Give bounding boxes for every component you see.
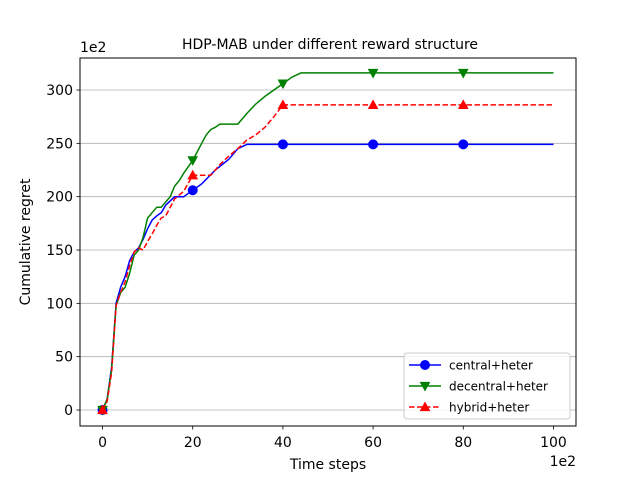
chart-title: HDP-MAB under different reward structure [182, 37, 478, 53]
legend-marker-central-heter [420, 360, 430, 370]
x-tick-label: 60 [364, 435, 382, 451]
y-tick-label: 150 [46, 243, 73, 259]
series-line-decentral-heter [101, 72, 554, 411]
y-tick-label: 0 [64, 403, 73, 419]
y-axis-label: Cumulative regret [18, 178, 34, 305]
series-marker-central-heter [187, 185, 198, 196]
series-marker-decentral-heter [277, 79, 289, 90]
series-line-central-heter [101, 143, 554, 411]
x-tick-label: 20 [184, 435, 202, 451]
series-marker-decentral-heter [457, 68, 469, 79]
x-tick-label: 40 [274, 435, 292, 451]
legend-box [403, 352, 571, 420]
series-marker-central-heter [277, 139, 288, 150]
x-tick-label: 0 [98, 435, 107, 451]
series-line-hybrid-heter [101, 104, 554, 411]
grid-lines [80, 89, 576, 411]
y-axis-multiplier: 1e2 [80, 40, 106, 56]
legend-marker-hybrid-heter [419, 401, 431, 412]
series-marker-hybrid-heter [367, 99, 379, 110]
x-axis-multiplier: 1e2 [550, 454, 576, 470]
legend-label-hybrid-heter: hybrid+heter [449, 401, 529, 415]
series-marker-hybrid-heter [97, 404, 108, 415]
y-tick-label: 200 [46, 190, 73, 206]
x-tick-label: 100 [540, 435, 567, 451]
plot-frame [79, 57, 577, 427]
series-group [97, 68, 554, 416]
x-tick-label: 80 [454, 435, 472, 451]
series-marker-decentral-heter [187, 156, 199, 166]
axis-ticks: 0 50 100 150 200 250 300 0 20 40 60 80 100 [46, 83, 567, 451]
legend-marker-decentral-heter [419, 381, 431, 392]
series-marker-central-heter [458, 139, 469, 150]
series-marker-hybrid-heter [277, 99, 289, 110]
series-marker-hybrid-heter [457, 99, 469, 110]
series-hybrid-heter [97, 99, 554, 415]
y-tick-label: 300 [46, 83, 73, 99]
y-tick-label: 50 [55, 350, 73, 366]
series-marker-hybrid-heter [187, 169, 199, 180]
x-axis-label: Time steps [289, 457, 366, 473]
y-tick-label: 100 [46, 296, 73, 312]
series-marker-decentral-heter [367, 68, 379, 79]
legend-label-central-heter: central+heter [449, 359, 533, 373]
y-tick-label: 250 [46, 136, 73, 152]
series-marker-central-heter [368, 139, 379, 150]
legend-label-decentral-heter: decentral+heter [449, 380, 548, 394]
legend: central+heter decentral+heter hybrid+heter [403, 352, 571, 420]
